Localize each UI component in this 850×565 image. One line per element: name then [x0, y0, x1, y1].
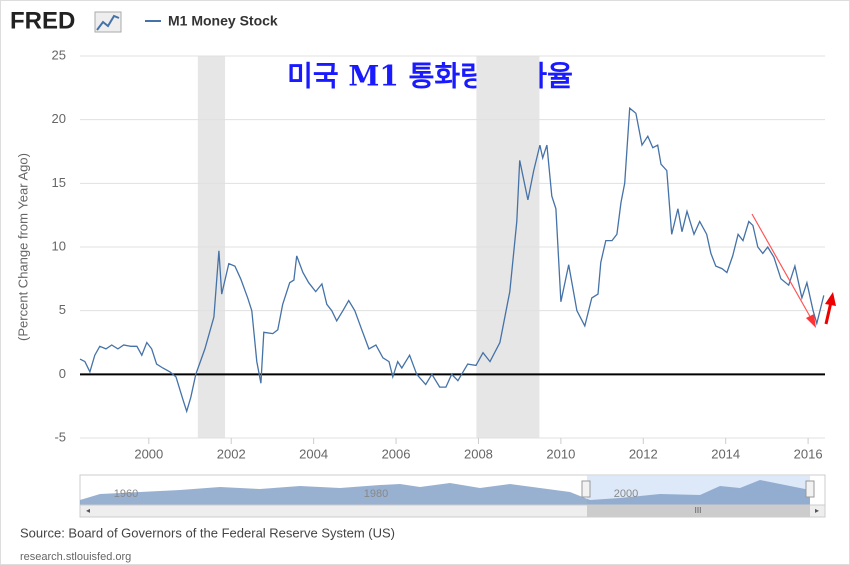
url: research.stlouisfed.org [20, 551, 131, 563]
y-axis-label: (Percent Change from Year Ago) [15, 153, 30, 341]
y-tick-label: 20 [52, 111, 66, 126]
arrows [751, 213, 836, 328]
x-tick-label: 2000 [134, 446, 163, 461]
y-tick-label: 15 [52, 175, 66, 190]
y-tick-label: 5 [59, 302, 66, 317]
legend-label: M1 Money Stock [168, 13, 278, 29]
x-tick-label: 2012 [629, 446, 658, 461]
y-tick-label: 0 [59, 366, 66, 381]
logo: FRED [10, 7, 75, 34]
x-tick-label: 2002 [217, 446, 246, 461]
navigator-label: 1980 [364, 488, 388, 500]
series-line [79, 106, 825, 414]
svg-text:◂: ◂ [86, 506, 90, 515]
x-tick-label: 2014 [711, 446, 740, 461]
y-tick-label: 10 [52, 238, 66, 253]
x-tick-label: 2008 [464, 446, 493, 461]
x-tick-label: 2004 [299, 446, 328, 461]
logo-icon [94, 11, 122, 33]
x-tick-label: 2016 [794, 446, 823, 461]
svg-text:▸: ▸ [815, 506, 819, 515]
x-tick-label: 2010 [546, 446, 575, 461]
navigator: III ◂ ▸ [79, 474, 826, 518]
navigator-label: 2000 [614, 488, 638, 500]
y-tick-label: -5 [54, 429, 66, 444]
y-tick-label: 25 [52, 47, 66, 62]
svg-text:III: III [695, 506, 702, 515]
source: Source: Board of Governors of the Federa… [20, 525, 395, 540]
x-tick-label: 2006 [382, 446, 411, 461]
navigator-label: 1960 [114, 488, 138, 500]
